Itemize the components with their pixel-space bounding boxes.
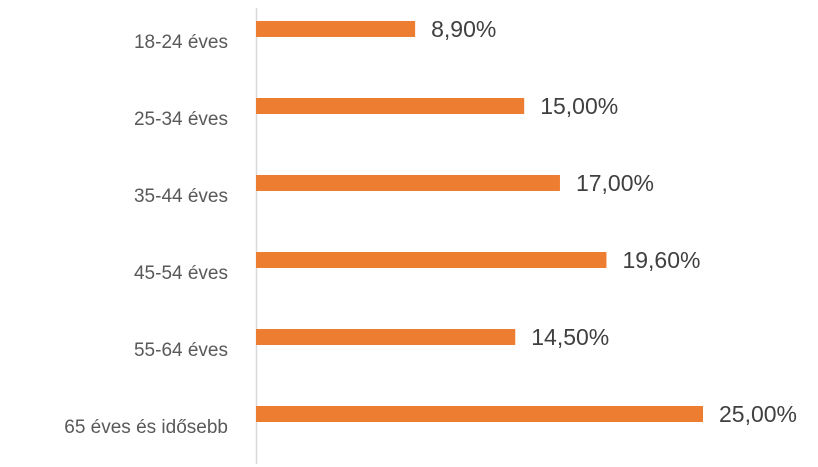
data-label-4: 14,50% xyxy=(531,324,609,350)
data-label-5: 25,00% xyxy=(719,401,797,427)
category-label-3: 45-54 éves xyxy=(134,263,228,284)
category-label-0: 18-24 éves xyxy=(134,32,228,53)
bar-4 xyxy=(256,329,516,345)
category-labels-group: 18-24 éves 25-34 éves 35-44 éves 45-54 éves… xyxy=(64,32,228,438)
category-label-1: 25-34 éves xyxy=(134,109,228,130)
bar-3 xyxy=(256,252,607,268)
data-label-2: 17,00% xyxy=(576,170,654,196)
bars-group xyxy=(256,21,703,422)
data-labels-group: 8,90% 15,00% 17,00% 19,60% 14,50% 25,00% xyxy=(431,16,797,427)
bar-2 xyxy=(256,175,560,191)
data-label-3: 19,60% xyxy=(622,247,700,273)
bar-1 xyxy=(256,98,525,114)
bar-5 xyxy=(256,406,703,422)
bar-0 xyxy=(256,21,416,37)
category-label-2: 35-44 éves xyxy=(134,186,228,207)
category-label-4: 55-64 éves xyxy=(134,340,228,361)
category-label-5: 65 éves és idősebb xyxy=(64,417,228,438)
data-label-0: 8,90% xyxy=(431,16,496,42)
data-label-1: 15,00% xyxy=(540,93,618,119)
